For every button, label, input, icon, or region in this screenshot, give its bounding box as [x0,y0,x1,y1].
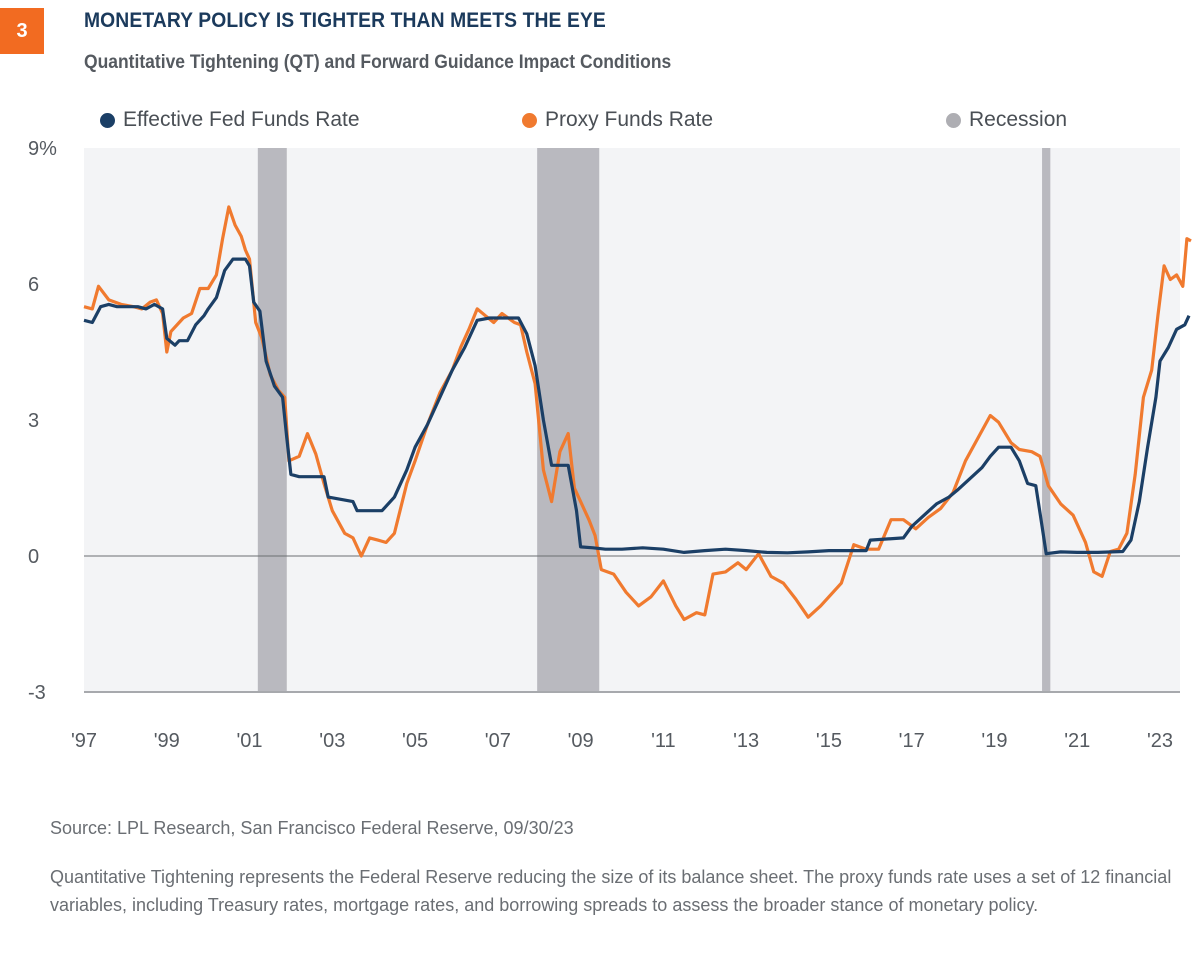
legend-item-proxy: Proxy Funds Rate [522,108,713,132]
figure-number-badge: 3 [0,8,44,54]
source-note: Source: LPL Research, San Francisco Fede… [50,818,574,838]
recession-band-1 [257,148,287,692]
legend-item-recession: Recession [946,108,1067,132]
x-tick-label: '13 [733,730,759,752]
y-axis-ticks: 9% 6 3 0 -3 [28,140,57,704]
x-tick-label: '07 [485,730,511,752]
x-tick-label: '19 [981,730,1007,752]
x-tick-label: '09 [568,730,594,752]
line-chart: 9% 6 3 0 -3 '97 '99 '01 '03 '05 '07 '09 '11 '13 '15 '1… [28,140,1192,752]
legend-label-effr: Effective Fed Funds Rate [123,108,360,131]
x-tick-label: '99 [154,730,180,752]
x-tick-label: '97 [71,730,97,752]
series-lines [83,205,1192,622]
x-tick-label: '11 [651,730,676,752]
y-tick-label: 3 [28,410,39,432]
legend-swatch-proxy-icon [522,112,537,128]
chart-title: MONETARY POLICY IS TIGHTER THAN MEETS TH… [84,9,606,32]
x-tick-label: '15 [816,730,842,752]
series-line-effr [83,257,1191,556]
y-tick-label: 9% [28,140,57,160]
legend-label-proxy: Proxy Funds Rate [545,108,714,131]
series-line-proxy [83,205,1192,622]
chart-subtitle: Quantitative Tightening (QT) and Forward… [84,52,672,73]
recession-band-3 [1042,148,1051,692]
legend-label-recession: Recession [969,108,1068,131]
x-tick-label: '05 [402,730,428,752]
methodology-note: Quantitative Tightening represents the F… [50,867,1172,915]
recession-band-2 [537,148,600,692]
plot-background [84,148,1180,692]
x-tick-label: '03 [319,730,345,752]
legend-swatch-recession-icon [946,112,961,128]
x-tick-label: '01 [236,730,262,752]
x-axis-ticks: '97 '99 '01 '03 '05 '07 '09 '11 '13 '15 '17 '19 '21 '… [71,730,1173,752]
y-tick-label: 0 [28,546,39,568]
x-tick-label: '23 [1147,730,1173,752]
chart-legend: Effective Fed Funds Rate Proxy Funds Rat… [0,108,1200,138]
x-tick-label: '21 [1064,730,1090,752]
x-tick-label: '17 [899,730,925,752]
y-tick-label: -3 [28,682,46,704]
y-tick-label: 6 [28,274,39,296]
legend-item-effr: Effective Fed Funds Rate [100,108,360,132]
legend-swatch-effr-icon [100,112,115,128]
recession-bands [257,148,1051,692]
